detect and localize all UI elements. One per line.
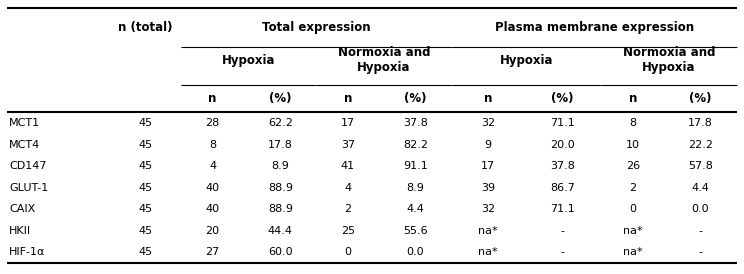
Text: Normoxia and
Hypoxia: Normoxia and Hypoxia [338, 46, 430, 74]
Text: GLUT-1: GLUT-1 [9, 183, 48, 193]
Text: 71.1: 71.1 [551, 204, 575, 214]
Text: 8.9: 8.9 [272, 161, 289, 171]
Text: CAIX: CAIX [9, 204, 35, 214]
Text: 62.2: 62.2 [268, 118, 292, 128]
Text: 60.0: 60.0 [268, 247, 292, 257]
Text: 45: 45 [138, 161, 152, 171]
Text: 45: 45 [138, 140, 152, 150]
Text: 2: 2 [344, 204, 351, 214]
Text: Normoxia and
Hypoxia: Normoxia and Hypoxia [623, 46, 715, 74]
Text: MCT1: MCT1 [9, 118, 40, 128]
Text: 45: 45 [138, 204, 152, 214]
Text: 0.0: 0.0 [691, 204, 709, 214]
Text: na*: na* [623, 226, 643, 236]
Text: 8: 8 [209, 140, 217, 150]
Text: 88.9: 88.9 [268, 183, 292, 193]
Text: 17: 17 [481, 161, 495, 171]
Text: -: - [561, 226, 565, 236]
Text: 20.0: 20.0 [551, 140, 575, 150]
Text: HKII: HKII [9, 226, 31, 236]
Text: Hypoxia: Hypoxia [500, 54, 554, 67]
Text: 37: 37 [341, 140, 355, 150]
Text: -: - [699, 226, 702, 236]
Text: 32: 32 [481, 204, 495, 214]
Text: na*: na* [478, 247, 498, 257]
Text: 26: 26 [626, 161, 640, 171]
Text: 45: 45 [138, 183, 152, 193]
Text: 55.6: 55.6 [403, 226, 428, 236]
Text: 32: 32 [481, 118, 495, 128]
Text: 4.4: 4.4 [406, 204, 424, 214]
Text: 57.8: 57.8 [688, 161, 713, 171]
Text: 0.0: 0.0 [407, 247, 424, 257]
Text: 41: 41 [341, 161, 355, 171]
Text: 44.4: 44.4 [268, 226, 292, 236]
Text: 37.8: 37.8 [551, 161, 575, 171]
Text: n: n [484, 92, 492, 105]
Text: 8: 8 [629, 118, 636, 128]
Text: Total expression: Total expression [262, 21, 371, 34]
Text: 4: 4 [209, 161, 217, 171]
Text: 39: 39 [481, 183, 495, 193]
Text: 91.1: 91.1 [403, 161, 428, 171]
Text: 45: 45 [138, 118, 152, 128]
Text: 40: 40 [205, 204, 219, 214]
Text: Plasma membrane expression: Plasma membrane expression [495, 21, 693, 34]
Text: 88.9: 88.9 [268, 204, 292, 214]
Text: 86.7: 86.7 [551, 183, 575, 193]
Text: (%): (%) [689, 92, 711, 105]
Text: 25: 25 [341, 226, 355, 236]
Text: 17.8: 17.8 [688, 118, 713, 128]
Text: -: - [699, 247, 702, 257]
Text: na*: na* [478, 226, 498, 236]
Text: Hypoxia: Hypoxia [222, 54, 275, 67]
Text: 28: 28 [205, 118, 219, 128]
Text: 2: 2 [629, 183, 636, 193]
Text: (%): (%) [404, 92, 427, 105]
Text: 0: 0 [344, 247, 351, 257]
Text: 4.4: 4.4 [691, 183, 709, 193]
Text: 9: 9 [484, 140, 492, 150]
Text: 40: 40 [205, 183, 219, 193]
Text: 17.8: 17.8 [268, 140, 292, 150]
Text: n: n [208, 92, 217, 105]
Text: 17: 17 [341, 118, 355, 128]
Text: 82.2: 82.2 [403, 140, 428, 150]
Text: (%): (%) [269, 92, 292, 105]
Text: 22.2: 22.2 [688, 140, 713, 150]
Text: HIF-1α: HIF-1α [9, 247, 45, 257]
Text: CD147: CD147 [9, 161, 46, 171]
Text: n: n [344, 92, 352, 105]
Text: 37.8: 37.8 [403, 118, 428, 128]
Text: 71.1: 71.1 [551, 118, 575, 128]
Text: 0: 0 [629, 204, 636, 214]
Text: -: - [561, 247, 565, 257]
Text: MCT4: MCT4 [9, 140, 40, 150]
Text: na*: na* [623, 247, 643, 257]
Text: n: n [629, 92, 637, 105]
Text: 10: 10 [626, 140, 640, 150]
Text: (%): (%) [551, 92, 574, 105]
Text: n (total): n (total) [118, 21, 173, 34]
Text: 27: 27 [205, 247, 219, 257]
Text: 45: 45 [138, 226, 152, 236]
Text: 8.9: 8.9 [406, 183, 424, 193]
Text: 20: 20 [205, 226, 219, 236]
Text: 45: 45 [138, 247, 152, 257]
Text: 4: 4 [344, 183, 351, 193]
